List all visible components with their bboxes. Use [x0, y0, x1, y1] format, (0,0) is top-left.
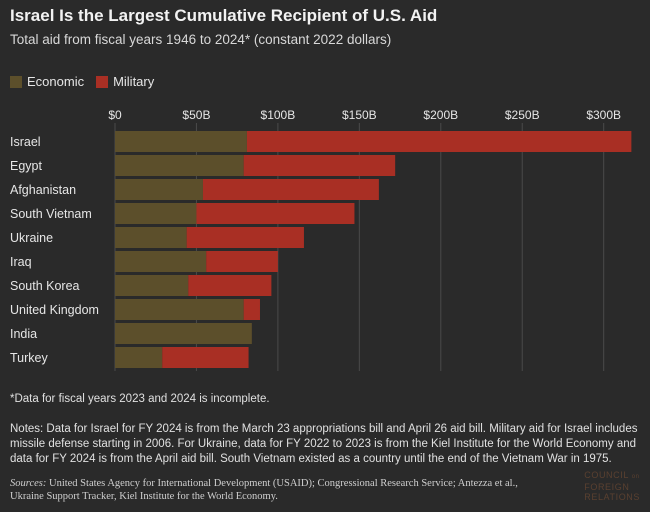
category-label-9: Turkey: [10, 351, 48, 365]
bar-military-7: [243, 299, 260, 320]
x-tick-label-0: $0: [108, 108, 122, 122]
bar-military-5: [206, 251, 278, 272]
category-label-6: South Korea: [10, 279, 80, 293]
category-label-3: South Vietnam: [10, 207, 92, 221]
chart-title: Israel Is the Largest Cumulative Recipie…: [10, 6, 438, 25]
legend-swatch-economic: [10, 75, 22, 88]
bar-economic-3: [115, 203, 197, 224]
bar-economic-8: [115, 323, 252, 344]
category-label-8: India: [10, 327, 37, 341]
legend-item-economic: Economic: [10, 74, 84, 89]
bar-chart: $0 $50B $100B $150B $200B $250B $300B Israel Egy…: [10, 108, 632, 371]
bar-economic-4: [115, 227, 187, 248]
chart-subtitle: Total aid from fiscal years 1946 to 2024…: [10, 32, 392, 47]
sources-label: Sources:: [10, 478, 47, 489]
cfr-logo: COUNCIL on FOREIGN RELATIONS: [584, 470, 640, 502]
logo-line-on: on: [631, 474, 640, 480]
legend-label-military: Military: [113, 74, 155, 89]
legend-item-military: Military: [96, 74, 154, 89]
category-label-4: Ukraine: [10, 231, 53, 245]
category-label-1: Egypt: [10, 159, 42, 173]
x-tick-label-1: $50B: [182, 108, 210, 122]
logo-line-foreign: FOREIGN: [584, 482, 630, 492]
bar-economic-0: [115, 131, 247, 152]
category-label-7: United Kingdom: [10, 303, 99, 317]
category-label-2: Afghanistan: [10, 183, 76, 197]
bar-military-6: [188, 275, 272, 296]
logo-line-council: COUNCIL: [584, 470, 629, 480]
bar-economic-7: [115, 299, 244, 320]
legend: Economic Military: [10, 74, 154, 89]
notes: Notes: Data for Israel for FY 2024 is fr…: [10, 423, 638, 465]
bar-economic-1: [115, 155, 244, 176]
category-label-0: Israel: [10, 135, 41, 149]
x-tick-label-2: $100B: [261, 108, 296, 122]
bar-economic-2: [115, 179, 203, 200]
bar-economic-5: [115, 251, 207, 272]
legend-swatch-military: [96, 75, 109, 88]
x-tick-label-6: $300B: [586, 108, 621, 122]
x-tick-label-5: $250B: [505, 108, 540, 122]
bar-military-1: [243, 155, 396, 176]
bar-military-2: [202, 179, 379, 200]
category-label-5: Iraq: [10, 255, 32, 269]
bar-military-3: [196, 203, 355, 224]
legend-label-economic: Economic: [27, 74, 85, 89]
logo-line-relations: RELATIONS: [584, 492, 640, 502]
footnote: *Data for fiscal years 2023 and 2024 is …: [10, 393, 270, 405]
bar-military-0: [246, 131, 632, 152]
bar-military-4: [186, 227, 304, 248]
x-tick-label-3: $150B: [342, 108, 377, 122]
bar-military-9: [162, 347, 249, 368]
x-tick-label-4: $200B: [423, 108, 458, 122]
bar-economic-9: [115, 347, 163, 368]
sources: Sources: United States Agency for Intern…: [10, 477, 550, 503]
bar-economic-6: [115, 275, 189, 296]
sources-text: United States Agency for International D…: [10, 478, 518, 502]
